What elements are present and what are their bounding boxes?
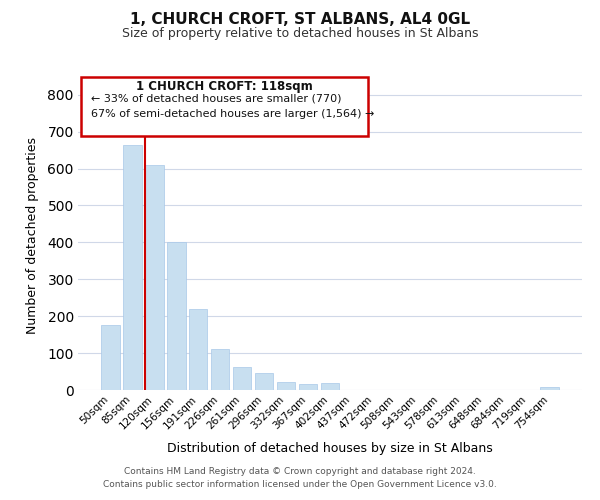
X-axis label: Distribution of detached houses by size in St Albans: Distribution of detached houses by size … [167,442,493,455]
Bar [211,350,229,390]
Bar [541,387,559,390]
Bar [189,309,208,390]
Bar [233,367,251,390]
Text: Contains public sector information licensed under the Open Government Licence v3: Contains public sector information licen… [103,480,497,489]
Bar [123,144,142,390]
Bar [277,382,295,390]
Text: Contains HM Land Registry data © Crown copyright and database right 2024.: Contains HM Land Registry data © Crown c… [124,467,476,476]
Text: 1, CHURCH CROFT, ST ALBANS, AL4 0GL: 1, CHURCH CROFT, ST ALBANS, AL4 0GL [130,12,470,28]
Text: 67% of semi-detached houses are larger (1,564) →: 67% of semi-detached houses are larger (… [91,110,374,120]
Text: ← 33% of detached houses are smaller (770): ← 33% of detached houses are smaller (77… [91,94,341,104]
Bar [299,384,317,390]
Text: 1 CHURCH CROFT: 118sqm: 1 CHURCH CROFT: 118sqm [136,80,313,93]
Bar [320,384,340,390]
Text: Size of property relative to detached houses in St Albans: Size of property relative to detached ho… [122,28,478,40]
Bar [101,326,119,390]
Bar [255,373,274,390]
Bar [145,165,164,390]
Y-axis label: Number of detached properties: Number of detached properties [26,136,39,334]
Bar [167,242,185,390]
FancyBboxPatch shape [80,77,368,136]
